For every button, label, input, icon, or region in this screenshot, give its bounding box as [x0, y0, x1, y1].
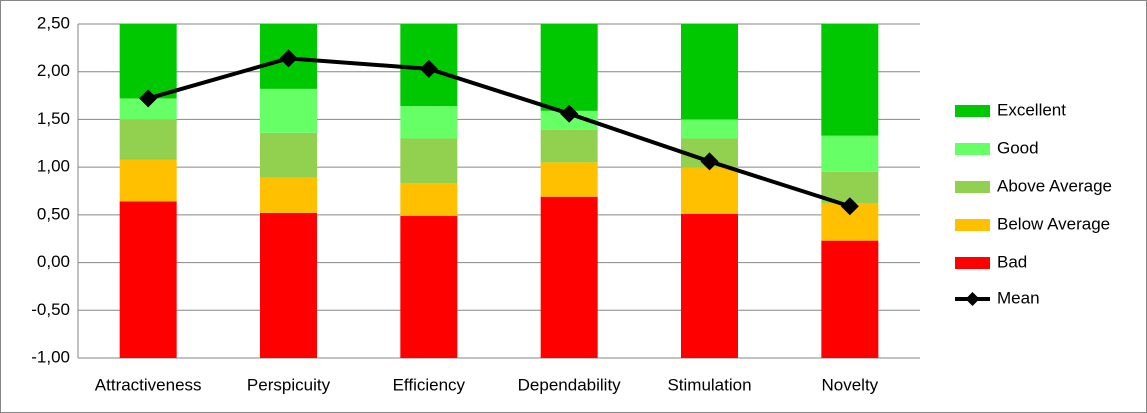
bar-segment [821, 135, 879, 172]
mean-line [147, 56, 851, 209]
y-tick-label: 1,50 [37, 109, 70, 128]
x-tick-label: Novelty [821, 375, 878, 394]
x-tick-label: Stimulation [667, 375, 751, 394]
bar-segment [540, 196, 598, 358]
mean-marker [419, 59, 438, 78]
x-tick-label: Attractiveness [95, 375, 202, 394]
legend-label: Below Average [997, 214, 1110, 233]
bar-segment [400, 183, 458, 216]
legend-label: Above Average [997, 176, 1112, 195]
bar-segment [119, 159, 177, 202]
bar-segment [681, 213, 738, 358]
bar-segment [681, 167, 738, 214]
legend-swatch [955, 181, 990, 193]
legend-swatch [955, 257, 990, 269]
bar-segment [400, 106, 458, 139]
bar-segment [260, 177, 317, 213]
bar-segment [260, 132, 317, 178]
bar-segment [821, 24, 879, 136]
bar-segment [540, 162, 598, 197]
bar-segment [540, 129, 598, 163]
legend-swatch [955, 105, 990, 117]
bar-segment [260, 88, 317, 133]
y-tick-label: -0,50 [31, 300, 70, 319]
legend-label: Mean [997, 288, 1040, 307]
bar-segment [400, 215, 458, 358]
bar-segment [400, 138, 458, 184]
mean-marker [700, 152, 719, 171]
mean-marker [139, 89, 158, 108]
y-tick-label: 2,00 [37, 61, 70, 80]
legend-swatch [955, 219, 990, 231]
y-tick-label: 2,50 [37, 13, 70, 32]
bar-segment [119, 98, 177, 120]
y-tick-label: 0,00 [37, 252, 70, 271]
bar-segment [681, 119, 738, 139]
bar-segment [681, 24, 738, 120]
mean-marker [279, 49, 298, 68]
y-tick-label: 0,50 [37, 204, 70, 223]
bar-segment [821, 240, 879, 358]
legend-label: Bad [997, 252, 1027, 271]
bar-segment [119, 119, 177, 160]
mean-marker [560, 104, 579, 123]
x-tick-label: Dependability [518, 375, 622, 394]
mean-marker [840, 197, 859, 216]
x-tick-label: Efficiency [393, 375, 466, 394]
y-tick-label: -1,00 [31, 347, 70, 366]
bar-segment [260, 212, 317, 358]
legend-marker [965, 292, 980, 306]
bar-segment [119, 24, 177, 99]
legend-label: Good [997, 138, 1039, 157]
bar-segment [540, 24, 598, 111]
legend-label: Excellent [997, 100, 1066, 119]
x-tick-label: Perspicuity [247, 375, 331, 394]
bar-segment [119, 201, 177, 358]
y-tick-label: 1,00 [37, 157, 70, 176]
legend-swatch [955, 143, 990, 155]
